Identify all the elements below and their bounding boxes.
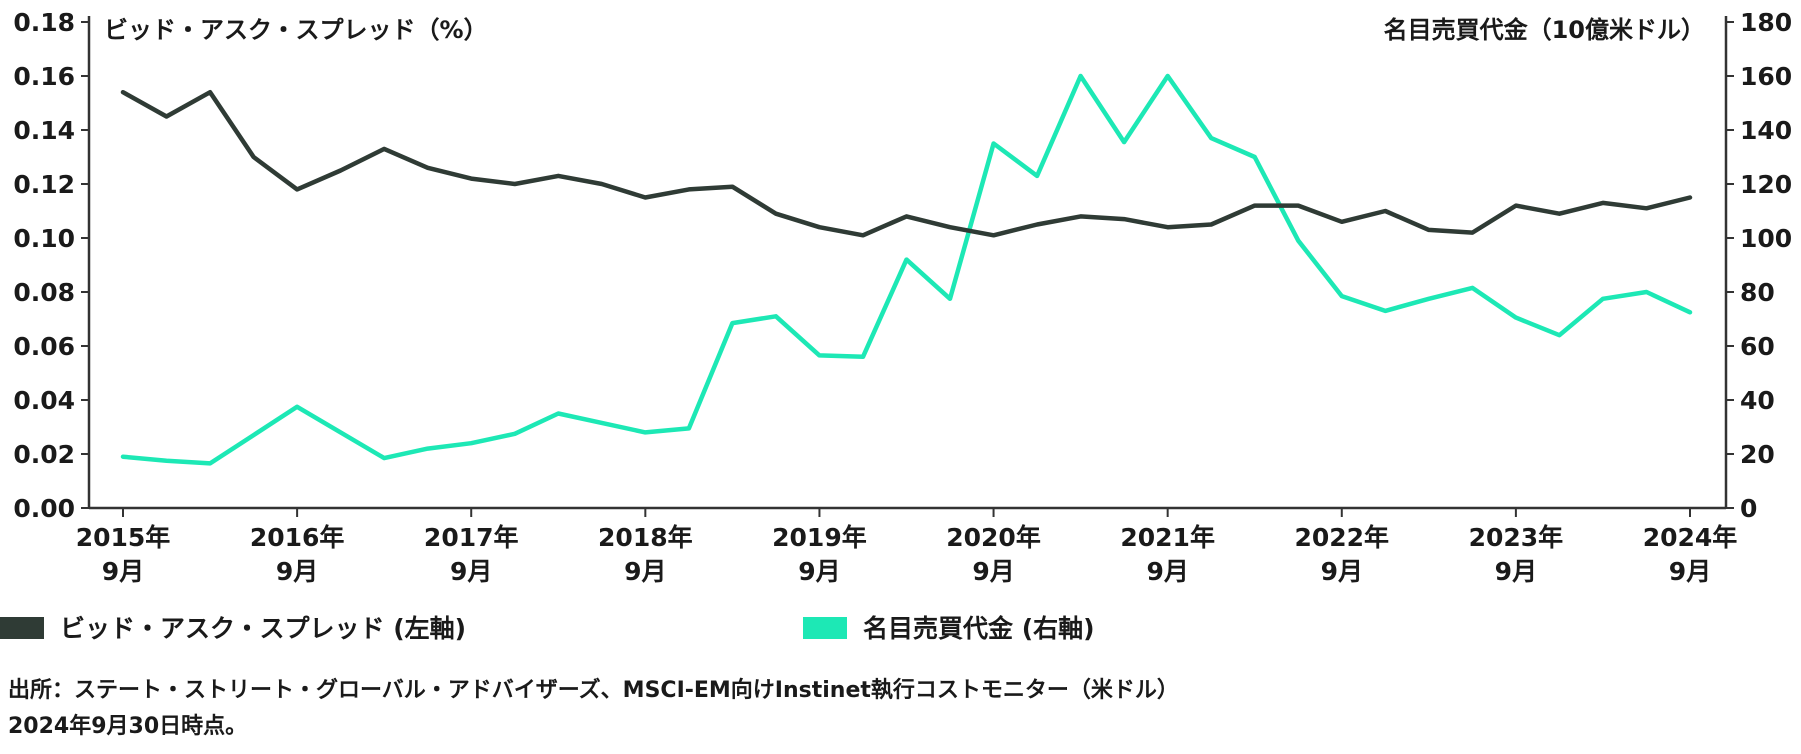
right-tick-label: 0 (1740, 494, 1757, 523)
x-tick-month: 9月 (624, 557, 666, 586)
x-tick-year: 2016年 (250, 523, 345, 552)
notional-volume-line (120, 73, 1693, 466)
source-line-2: 2024年9月30日時点。 (8, 713, 247, 739)
right-tick-label: 80 (1740, 278, 1775, 307)
right-tick-label: 180 (1740, 8, 1792, 37)
source-line-1: 出所：ステート・ストリート・グローバル・アドバイザーズ、MSCI-EM向けIns… (8, 677, 1179, 703)
x-tick-month: 9月 (450, 557, 492, 586)
left-tick-label: 0.06 (13, 332, 75, 361)
x-axis-ticks: 2015年 9月 2016年 9月 2017年 9月 2018年 9月 2019年 9月 2020年… (76, 508, 1738, 586)
x-tick-year: 2018年 (598, 523, 693, 552)
x-tick-year: 2015年 (76, 523, 171, 552)
left-tick-label: 0.18 (13, 8, 75, 37)
x-tick-year: 2023年 (1469, 523, 1564, 552)
right-tick-label: 160 (1740, 62, 1792, 91)
legend: ビッド・アスク・スプレッド (左軸) 名目売買代金 (右軸) (0, 614, 1095, 643)
x-tick-month: 9月 (1669, 557, 1711, 586)
legend-swatch (0, 617, 44, 639)
x-tick-month: 9月 (1321, 557, 1363, 586)
x-tick-year: 2020年 (946, 523, 1041, 552)
axes (87, 16, 1728, 510)
left-tick-label: 0.14 (13, 116, 75, 145)
left-tick-label: 0.08 (13, 278, 75, 307)
x-tick-month: 9月 (1495, 557, 1537, 586)
legend-label: ビッド・アスク・スプレッド (左軸) (60, 614, 466, 643)
x-tick-year: 2017年 (424, 523, 519, 552)
right-axis-title: 名目売買代金（10億米ドル） (1384, 16, 1705, 44)
left-axis-title: ビッド・アスク・スプレッド（%） (104, 16, 488, 44)
x-tick-year: 2019年 (772, 523, 867, 552)
x-tick-year: 2022年 (1294, 523, 1389, 552)
left-axis-ticks: 0.00 0.02 0.04 0.06 0.08 0.10 0.12 0.14 0.16 0.18 (13, 8, 89, 523)
right-axis-ticks: 0 20 40 60 80 100 120 140 160 180 (1726, 8, 1792, 523)
legend-swatch (803, 617, 847, 639)
right-tick-label: 100 (1740, 224, 1792, 253)
series-lines (120, 73, 1693, 466)
right-tick-label: 40 (1740, 386, 1775, 415)
left-tick-label: 0.02 (13, 440, 75, 469)
legend-label: 名目売買代金 (右軸) (863, 614, 1095, 643)
right-tick-label: 20 (1740, 440, 1775, 469)
left-tick-label: 0.00 (13, 494, 75, 523)
x-tick-month: 9月 (798, 557, 840, 586)
bid-ask-spread-line (120, 89, 1693, 238)
x-tick-month: 9月 (1146, 557, 1188, 586)
right-tick-label: 60 (1740, 332, 1775, 361)
right-tick-label: 140 (1740, 116, 1792, 145)
left-tick-label: 0.10 (13, 224, 75, 253)
x-tick-year: 2024年 (1643, 523, 1738, 552)
right-tick-label: 120 (1740, 170, 1792, 199)
left-tick-label: 0.16 (13, 62, 75, 91)
left-tick-label: 0.12 (13, 170, 75, 199)
x-tick-month: 9月 (276, 557, 318, 586)
x-tick-month: 9月 (102, 557, 144, 586)
x-tick-month: 9月 (972, 557, 1014, 586)
left-tick-label: 0.04 (13, 386, 75, 415)
x-tick-year: 2021年 (1120, 523, 1215, 552)
